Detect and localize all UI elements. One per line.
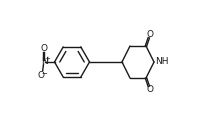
Text: NH: NH bbox=[155, 58, 169, 66]
Text: N: N bbox=[41, 57, 47, 66]
Text: +: + bbox=[44, 56, 50, 62]
Text: O: O bbox=[146, 85, 153, 94]
Text: O: O bbox=[146, 30, 153, 39]
Text: −: − bbox=[42, 71, 48, 77]
Text: O: O bbox=[40, 44, 47, 53]
Text: O: O bbox=[37, 71, 45, 80]
